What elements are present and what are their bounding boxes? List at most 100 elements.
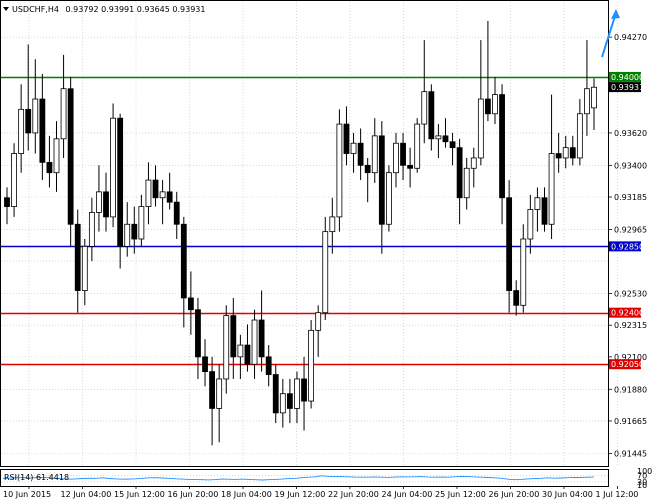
candle-body (166, 191, 173, 203)
time-axis-label: 19 Jun 12:00 (275, 490, 326, 499)
candle-body (286, 393, 293, 409)
candle-body (407, 164, 414, 169)
candle-body (569, 147, 576, 159)
candle-body (541, 197, 548, 225)
price-label-box (609, 241, 641, 252)
price-label: 0.91665 (614, 417, 647, 426)
candle-body (124, 223, 131, 247)
candle-body (110, 117, 116, 218)
rsi-axis-label: 70 (637, 472, 647, 481)
candle-body (103, 191, 109, 218)
price-label: 0.92965 (614, 225, 647, 234)
candle-body (67, 88, 74, 225)
up-arrow-icon (601, 9, 620, 58)
price-label: 0.94270 (614, 33, 647, 42)
candle-body (187, 297, 194, 311)
rsi-axis-label: 10 (637, 481, 647, 490)
candle-body (463, 167, 470, 199)
candle-body (202, 356, 208, 373)
candle-body (492, 94, 498, 115)
candle-body (4, 197, 10, 207)
candle-body (499, 94, 505, 199)
candle-body (88, 212, 95, 247)
candle-body (216, 378, 223, 409)
candle-body (315, 312, 322, 331)
price-label-box (609, 82, 641, 93)
candle-body (414, 123, 421, 169)
time-axis-label: 16 Jun 20:00 (168, 490, 219, 499)
candle-body (322, 231, 329, 314)
price-label: 0.93400 (614, 161, 647, 170)
time-axis-label: 26 Jun 20:00 (489, 490, 540, 499)
candle-body (357, 142, 364, 166)
candle-body (152, 179, 159, 199)
price-label: 0.92400 (611, 309, 644, 318)
candle-body (180, 223, 187, 299)
price-label-box (609, 359, 641, 370)
price-label-box (609, 71, 641, 82)
symbol-label: USDCHF,H4 (12, 5, 59, 14)
symbol-header: USDCHF,H4 0.93792 0.93991 0.93645 0.9393… (12, 5, 205, 14)
candle-body (237, 344, 244, 358)
candle-body (39, 98, 46, 163)
candle-body (527, 209, 534, 240)
candle-body (456, 147, 463, 199)
price-label: 0.94000 (611, 73, 644, 82)
price-label: 0.93620 (614, 129, 647, 138)
candle-body (159, 191, 166, 199)
candle-body (477, 98, 484, 159)
candle-body (32, 98, 39, 134)
candle-body (18, 108, 25, 154)
candle-body (400, 142, 406, 166)
candle-body (591, 86, 597, 109)
candle-body (520, 238, 527, 306)
candle-body (449, 141, 456, 149)
candle-body (251, 319, 258, 365)
candle-body (386, 172, 392, 225)
candle-body (60, 88, 67, 140)
candle-body (548, 153, 555, 225)
candle-body (371, 135, 378, 174)
price-label: 0.93185 (614, 193, 647, 202)
candle-body (393, 142, 399, 174)
candle-body (74, 223, 81, 291)
price-label: 0.91445 (614, 449, 647, 458)
candle-body (173, 201, 180, 225)
candle-body (279, 393, 286, 414)
time-axis: 10 Jun 2015 12 Jun 04:00 15 Jun 12:00 16 Ju… (3, 486, 638, 499)
candle-body (301, 378, 307, 402)
rsi-header: RSI(14) 61.4418 (4, 473, 69, 482)
candle-body (555, 153, 562, 159)
candle-body (25, 108, 32, 134)
candle-body (435, 135, 442, 140)
candle-body (442, 135, 449, 143)
candle-body (513, 290, 520, 306)
price-label: 0.92050 (611, 360, 644, 369)
price-label: 0.91880 (614, 385, 647, 394)
candle-body (209, 371, 215, 409)
candle-body (258, 319, 265, 358)
candle-body (364, 164, 371, 174)
candle-body (336, 123, 343, 218)
candle-body (244, 344, 251, 365)
time-axis-label: 15 Jun 12:00 (114, 490, 165, 499)
ohlc-values: 0.93792 0.93991 0.93645 0.93931 (66, 5, 206, 14)
candle-body (584, 88, 590, 115)
candle-body (506, 197, 513, 291)
candle-body (272, 374, 279, 414)
time-axis-label: 22 Jun 20:00 (328, 490, 379, 499)
price-label: 0.92530 (614, 290, 647, 299)
candle-body (294, 378, 300, 409)
candle-body (308, 329, 315, 402)
candle-body (11, 153, 17, 207)
symbol-dropdown-icon[interactable] (3, 7, 9, 11)
rsi-pane-frame (0, 469, 609, 487)
candle-body (46, 161, 53, 174)
candle-body (131, 223, 138, 240)
candle-body (145, 179, 152, 207)
candle-body (81, 245, 88, 291)
candle-body (470, 157, 477, 169)
candlestick-series (4, 20, 597, 446)
